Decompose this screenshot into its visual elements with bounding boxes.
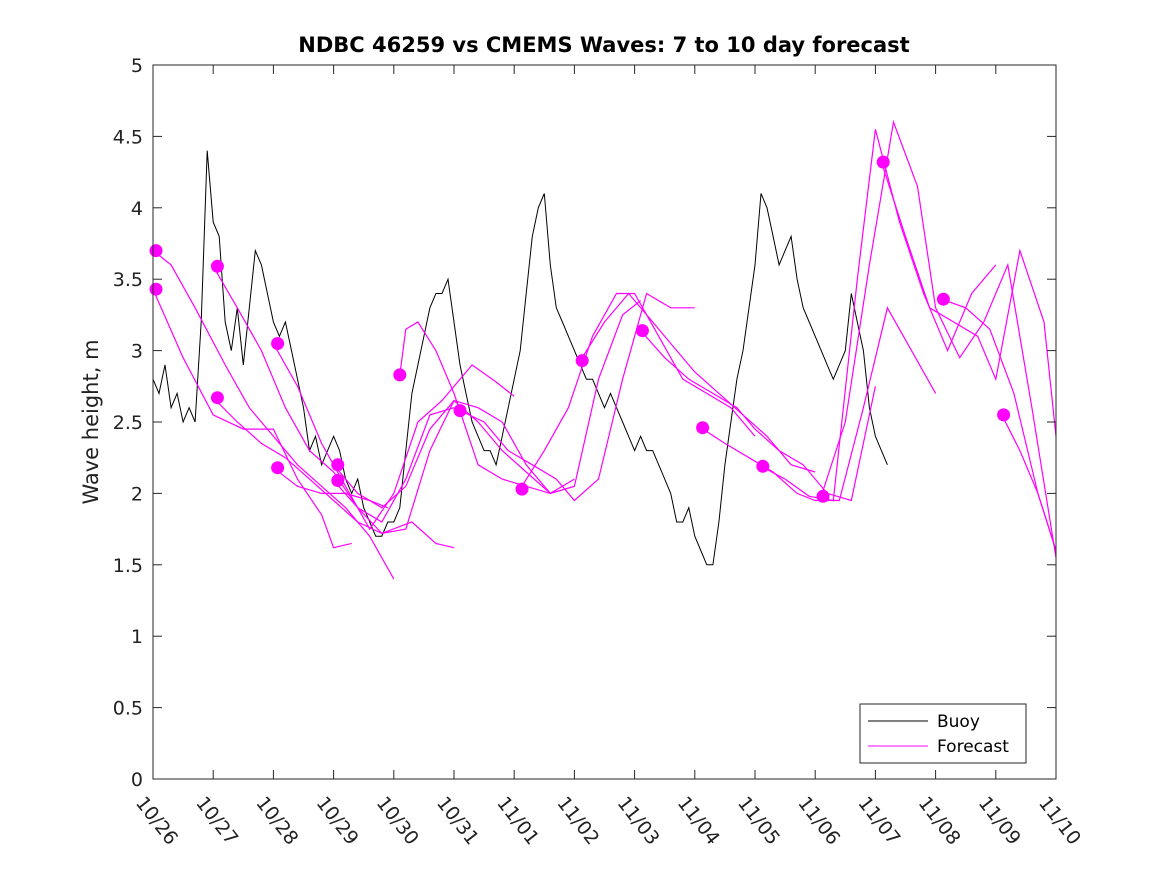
forecast-line <box>1001 414 1057 551</box>
y-tick-label: 1.5 <box>113 555 143 577</box>
x-tick-label: 10/31 <box>432 793 483 850</box>
y-tick-label: 2.5 <box>113 412 143 434</box>
forecast-start-marker <box>876 155 890 169</box>
forecast-start-marker <box>453 404 467 418</box>
forecast-line <box>212 397 455 549</box>
legend-box <box>859 703 1027 764</box>
forecast-start-marker <box>635 324 649 338</box>
x-tick-label: 10/28 <box>251 793 302 850</box>
forecast-start-marker <box>696 421 710 435</box>
x-tick-label: 11/03 <box>613 793 664 850</box>
y-tick-label: 4.5 <box>113 126 143 148</box>
forecast-line <box>820 119 1057 558</box>
forecast-start-marker <box>331 458 345 472</box>
x-tick-label: 11/04 <box>673 793 724 850</box>
forecast-start-marker <box>756 459 770 473</box>
y-axis: 0 0.5 1 1.5 2 2.5 3 3.5 4 4.5 5 <box>113 55 1056 791</box>
forecast-line <box>333 399 575 535</box>
legend-forecast-label: Forecast <box>937 737 1009 757</box>
forecast-start-marker <box>271 461 285 475</box>
y-axis-label: Wave height, m <box>79 339 103 504</box>
forecast-line <box>760 129 997 502</box>
forecast-start-marker <box>515 482 529 496</box>
forecast-series-group <box>152 119 1057 580</box>
forecast-line <box>152 288 352 549</box>
y-tick-label: 5 <box>131 55 143 77</box>
forecast-start-marker <box>149 244 163 258</box>
y-tick-label: 4 <box>131 198 143 220</box>
y-tick-label: 0 <box>131 769 143 791</box>
x-tick-label: 11/07 <box>853 793 904 850</box>
x-tick-label: 11/01 <box>492 793 543 850</box>
x-tick-label: 11/06 <box>793 793 844 850</box>
forecast-line <box>640 330 876 502</box>
forecast-line <box>399 300 641 495</box>
chart-title: NDBC 46259 vs CMEMS Waves: 7 to 10 day f… <box>298 33 909 57</box>
x-tick-label: 11/09 <box>974 793 1025 850</box>
x-tick-label: 10/29 <box>312 793 363 850</box>
x-tick-label: 10/27 <box>191 793 242 850</box>
forecast-start-marker <box>393 368 407 382</box>
x-tick-label: 11/08 <box>914 793 965 850</box>
forecast-start-marker <box>575 354 589 368</box>
x-tick-label: 10/30 <box>372 793 423 850</box>
forecast-line <box>272 343 515 531</box>
forecast-start-marker <box>997 408 1011 422</box>
y-tick-label: 1 <box>131 626 143 648</box>
buoy-series <box>152 150 888 566</box>
forecast-start-marker <box>271 337 285 350</box>
forecast-line <box>212 265 455 523</box>
forecast-line <box>579 292 816 473</box>
forecast-line <box>152 250 395 580</box>
x-tick-label: 10/26 <box>131 793 182 850</box>
legend: Buoy Forecast <box>859 703 1027 764</box>
legend-buoy-label: Buoy <box>937 712 980 732</box>
forecast-start-marker <box>936 292 950 306</box>
y-tick-label: 0.5 <box>113 698 143 720</box>
forecast-line <box>459 292 695 502</box>
x-tick-label: 11/05 <box>733 793 784 850</box>
y-tick-label: 2 <box>131 483 143 505</box>
forecast-start-marker <box>210 391 224 405</box>
y-tick-label: 3 <box>131 341 143 363</box>
y-tick-label: 3.5 <box>113 269 143 291</box>
x-tick-label: 11/02 <box>552 793 603 850</box>
x-tick-label: 11/10 <box>1034 793 1085 850</box>
forecast-start-marker <box>210 259 224 273</box>
forecast-start-marker <box>331 474 345 487</box>
buoy-line <box>152 150 888 566</box>
forecast-start-marker <box>149 282 163 296</box>
forecast-line <box>880 161 1057 437</box>
forecast-line <box>519 292 756 490</box>
forecast-start-marker <box>816 489 830 503</box>
plot-area <box>149 64 1057 780</box>
forecast-line <box>700 306 937 502</box>
